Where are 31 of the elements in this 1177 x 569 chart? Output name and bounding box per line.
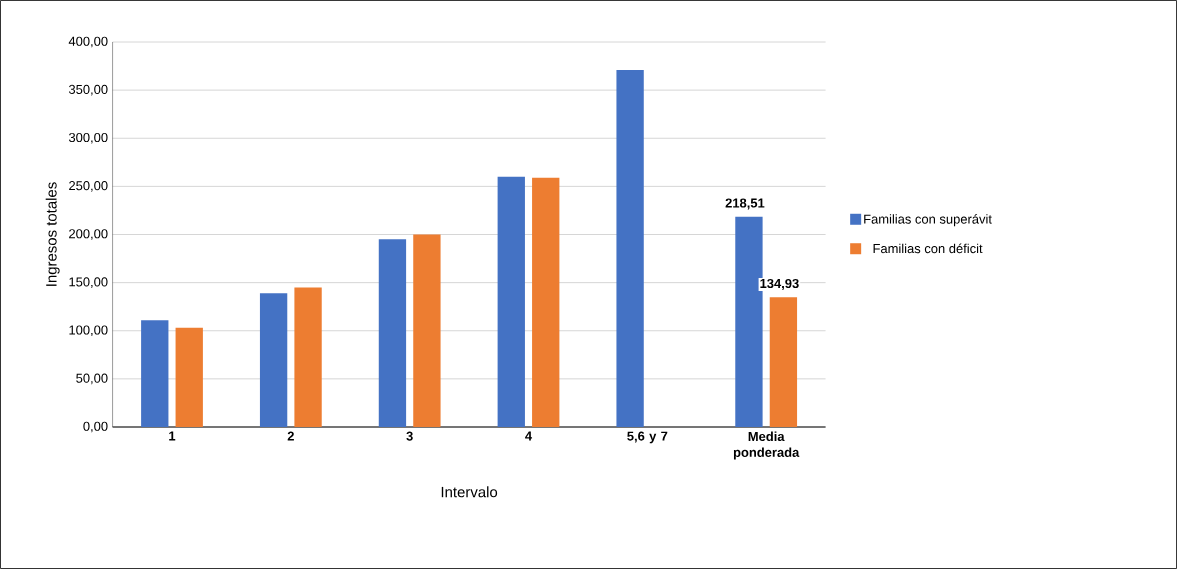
bar — [294, 287, 322, 427]
bar — [175, 327, 203, 427]
y-axis-title: Ingresos totales — [45, 182, 60, 286]
y-tick-label: 150,00 — [69, 277, 108, 288]
bar — [413, 234, 441, 427]
bar — [259, 293, 288, 427]
bar — [497, 176, 525, 427]
legend-label: Familias con déficit — [873, 243, 983, 254]
y-tick-label: 200,00 — [69, 229, 108, 240]
bar — [378, 239, 407, 427]
y-tick-label: 100,00 — [69, 325, 108, 337]
x-tick-label: 2 — [287, 431, 294, 441]
x-tick-label: 3 — [406, 431, 413, 441]
legend-label: Familias con superávit — [864, 214, 992, 227]
data-label: 134,93 — [760, 278, 799, 290]
y-tick-label: 350,00 — [68, 84, 108, 96]
data-label: 218,51 — [725, 198, 765, 210]
bar — [769, 297, 798, 427]
x-tick-label: 4 — [525, 431, 533, 441]
y-tick-label: 400,00 — [68, 36, 108, 48]
bar — [532, 177, 560, 427]
y-tick-label: 300,00 — [68, 132, 108, 144]
bar — [616, 69, 644, 427]
bar — [141, 320, 169, 427]
x-tick-label: 5,6 y 7 — [627, 431, 668, 444]
x-tick-label: Media ponderada — [733, 431, 800, 460]
y-tick-label: 0,00 — [83, 421, 108, 433]
x-axis-title: Intervalo — [441, 486, 498, 498]
x-tick-label: 1 — [169, 431, 176, 441]
y-tick-label: 50,00 — [76, 373, 108, 385]
y-tick-label: 250,00 — [69, 181, 108, 192]
